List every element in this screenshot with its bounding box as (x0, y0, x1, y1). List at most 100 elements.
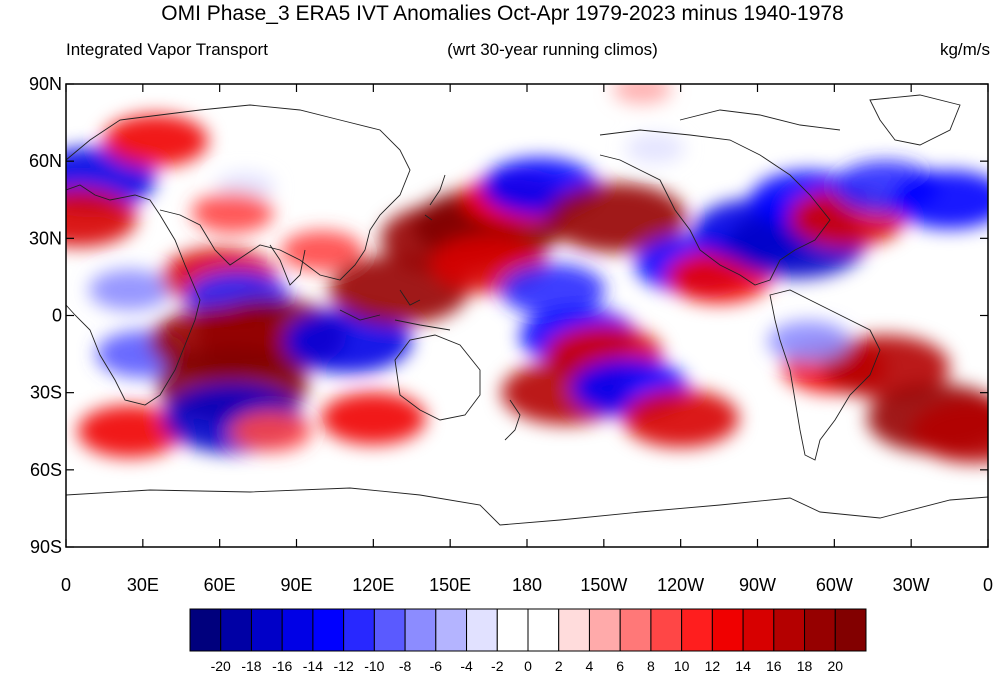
colorbar-label: -6 (430, 658, 443, 674)
colorbar-swatch (588, 608, 621, 652)
colorbar-swatch (558, 608, 590, 652)
lon-label: 150E (429, 575, 471, 595)
anomaly-blob-42 (911, 399, 988, 464)
anomaly-blob-2 (103, 114, 209, 167)
colorbar-swatch (435, 608, 468, 652)
lon-label: 90E (280, 575, 312, 595)
lat-label: 60S (30, 460, 62, 480)
colorbar-swatch (189, 608, 222, 652)
lon-label: 60W (816, 575, 853, 595)
colorbar-label: -12 (334, 658, 354, 674)
colorbar-label: -18 (241, 658, 261, 674)
colorbar-swatch (711, 608, 744, 652)
anomaly-blob-4 (191, 192, 274, 234)
colorbar-label: 0 (524, 658, 532, 674)
colorbar-label: 2 (555, 658, 563, 674)
australia-coastline (394, 334, 481, 421)
colorbar-swatch (742, 608, 775, 652)
japan-coastline (424, 174, 446, 221)
india-coastline (269, 244, 306, 286)
new-zealand-coastline (504, 399, 521, 441)
anomaly-blob-23 (500, 263, 606, 317)
lat-label: 30S (30, 383, 62, 403)
anomaly-blob-43 (767, 320, 850, 362)
eurasia-coastline (66, 104, 411, 281)
lon-label: 180 (512, 575, 542, 595)
lon-label: 60E (204, 575, 236, 595)
colorbar-label: 8 (647, 658, 655, 674)
indonesia-coastline (339, 289, 451, 331)
colorbar-label: -14 (303, 658, 323, 674)
climatology-note: (wrt 30-year running climos) (447, 40, 658, 59)
north-america-coastline (599, 129, 831, 286)
colorbar-swatch (834, 608, 867, 652)
colorbar-label: 20 (827, 658, 843, 674)
colorbar-swatch (220, 608, 252, 652)
colorbar-swatch (773, 608, 806, 652)
arctic-islands-coastline (679, 109, 841, 131)
greenland-coastline (869, 94, 961, 146)
lat-label: 60N (29, 151, 62, 171)
map-title: OMI Phase_3 ERA5 IVT Anomalies Oct-Apr 1… (161, 2, 844, 25)
south-america-coastline (769, 289, 881, 461)
lon-label: 90W (739, 575, 776, 595)
colorbar-swatch (281, 608, 314, 652)
colorbar-swatch (650, 608, 683, 652)
colorbar-label: 16 (766, 658, 782, 674)
lon-label: 0 (983, 575, 993, 595)
units-label: kg/m/s (939, 40, 990, 59)
antarctica-coastline (66, 487, 988, 526)
lon-label: 120W (657, 575, 704, 595)
lat-label: 0 (52, 306, 62, 326)
anomaly-blob-14 (229, 410, 312, 452)
africa-coastline (66, 184, 201, 406)
lon-label: 30E (127, 575, 159, 595)
lon-label: 0 (61, 575, 71, 595)
colorbar-label: -4 (460, 658, 473, 674)
longitude-axis: 0 30E 60E 90E 120E 150E 180 150W 120W 90W 60W 30W 0 (61, 84, 993, 595)
colorbar-swatch (804, 608, 836, 652)
variable-label: Integrated Vapor Transport (66, 40, 268, 59)
colorbar: -20 -18 -16 -14 -12 -10 -8 -6 -4 -2 0 2 4 6 8 10 12 14 16 1… (189, 608, 867, 674)
colorbar-label: 18 (797, 658, 813, 674)
colorbar-swatch (496, 608, 529, 652)
colorbar-swatch (373, 608, 406, 652)
colorbar-swatch (527, 608, 560, 652)
colorbar-label: 12 (705, 658, 721, 674)
colorbar-label: 6 (616, 658, 624, 674)
colorbar-label: 10 (674, 658, 690, 674)
colorbar-swatch (404, 608, 437, 652)
colorbar-label: 14 (735, 658, 751, 674)
colorbar-swatch (619, 608, 652, 652)
lon-label: 120E (352, 575, 394, 595)
anomaly-blob-44 (625, 133, 685, 164)
lat-label: 90N (29, 74, 62, 94)
colorbar-label: -8 (399, 658, 412, 674)
anomaly-blob-5 (88, 269, 172, 311)
anomaly-blob-28 (622, 389, 739, 448)
anomaly-blob-38 (891, 170, 988, 229)
colorbar-swatch (312, 608, 345, 652)
colorbar-label: -20 (211, 658, 231, 674)
lon-label: 30W (893, 575, 930, 595)
anomaly-plot-area (65, 83, 989, 548)
coastlines (66, 94, 988, 526)
anomaly-blob-30 (546, 182, 687, 253)
lat-label: 90S (30, 537, 62, 557)
anomaly-blob-18 (320, 392, 426, 445)
latitude-axis: 90N 60N 30N 0 30S 60S 90S (29, 74, 988, 557)
colorbar-label: -2 (491, 658, 504, 674)
colorbar-label: -10 (364, 658, 384, 674)
anomaly-blob-15 (283, 309, 412, 374)
anomaly-blob-1 (66, 188, 138, 247)
colorbar-label: -16 (272, 658, 292, 674)
colorbar-swatch (343, 608, 375, 652)
anomaly-blob-45 (612, 84, 672, 104)
anomaly-blob-7 (77, 404, 183, 458)
lon-label: 150W (580, 575, 627, 595)
anomaly-blob-40 (821, 334, 950, 399)
colorbar-label: 4 (586, 658, 594, 674)
colorbar-swatch (681, 608, 713, 652)
colorbar-swatch (466, 608, 498, 652)
